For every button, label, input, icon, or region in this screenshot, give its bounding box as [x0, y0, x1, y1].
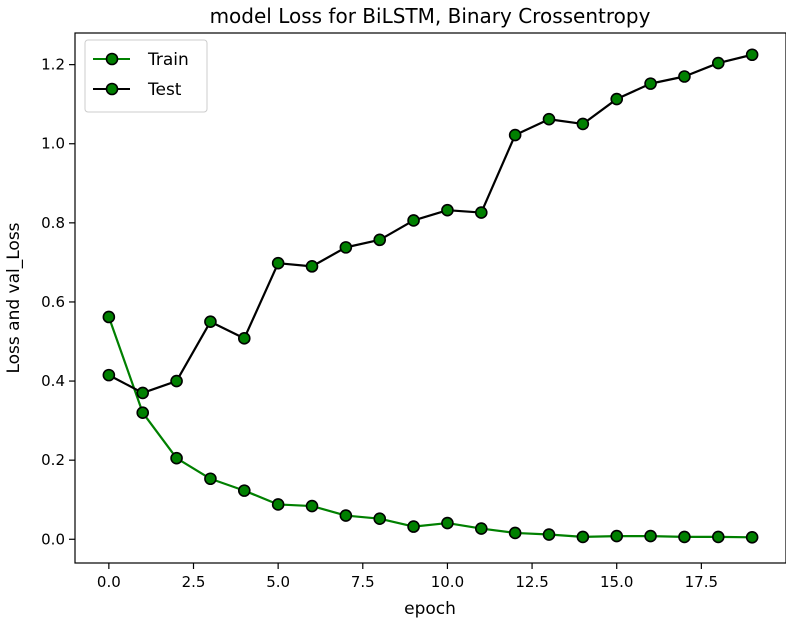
data-point-test [745, 48, 759, 62]
data-point-test [576, 117, 590, 131]
data-point-train [441, 516, 454, 530]
data-point-train [745, 530, 759, 544]
x-tick-label: 17.5 [685, 573, 718, 591]
legend-test-label: Test [147, 80, 182, 100]
data-point-train [204, 472, 217, 486]
x-tick-label: 2.5 [182, 573, 206, 591]
data-point-train [678, 530, 691, 544]
data-point-test [508, 128, 522, 142]
data-point-test [136, 386, 150, 400]
legend-test-marker [105, 82, 119, 96]
data-point-train [339, 509, 353, 522]
data-point-test [237, 332, 251, 345]
data-point-train [136, 406, 150, 420]
y-axis-ticks: 0.0 0.2 0.4 0.6 0.8 1.0 1.2 [41, 56, 75, 548]
data-point-train [576, 530, 590, 544]
data-point-train [610, 529, 624, 543]
data-point-test [373, 233, 387, 247]
legend-train-marker [105, 52, 119, 66]
data-point-train [542, 528, 556, 541]
y-tick-label: 1.0 [41, 135, 65, 153]
data-point-train [508, 526, 522, 540]
data-point-test [170, 374, 183, 388]
data-point-test [644, 77, 657, 90]
x-tick-label: 15.0 [600, 573, 633, 591]
plot-area [74, 32, 786, 564]
series-line-train [107, 316, 753, 539]
legend: Train Test [84, 39, 208, 113]
data-point-test [474, 206, 488, 219]
data-point-train [474, 522, 488, 535]
y-tick-label: 0.6 [41, 293, 65, 311]
data-point-train [373, 512, 387, 526]
y-tick-label: 0.8 [41, 214, 65, 232]
data-point-test [610, 92, 624, 106]
y-tick-label: 0.4 [41, 372, 65, 390]
data-point-test [339, 241, 353, 254]
data-point-test [542, 112, 556, 126]
data-point-train [237, 484, 251, 497]
y-tick-label: 0.0 [41, 530, 65, 548]
data-point-test [305, 260, 319, 273]
x-tick-label: 0.0 [97, 573, 121, 591]
x-tick-label: 7.5 [351, 573, 375, 591]
data-point-train [305, 499, 319, 513]
x-tick-label: 5.0 [266, 573, 290, 591]
y-tick-label: 1.2 [41, 56, 65, 74]
data-point-test [271, 256, 285, 270]
x-tick-label: 10.0 [431, 573, 464, 591]
data-point-test [441, 203, 454, 217]
x-axis-ticks: 0.0 2.5 5.0 7.5 10.0 12.5 15.0 17.5 [97, 563, 718, 591]
data-point-train [170, 451, 183, 465]
data-point-train [271, 498, 285, 511]
data-point-train [407, 520, 420, 533]
data-point-test [711, 56, 725, 70]
data-point-test [407, 214, 420, 227]
data-point-train [644, 529, 657, 543]
x-axis-label: epoch [404, 599, 456, 619]
data-point-train [711, 530, 725, 544]
data-point-test [678, 70, 691, 83]
data-point-test [204, 315, 217, 329]
y-axis-label: Loss and val_Loss [4, 222, 24, 373]
data-point-test [102, 368, 116, 382]
series-layer [102, 48, 759, 544]
data-point-train [102, 310, 116, 324]
y-tick-label: 0.2 [41, 451, 65, 469]
legend-train-label: Train [147, 50, 189, 70]
x-tick-label: 12.5 [515, 573, 548, 591]
chart-title: model Loss for BiLSTM, Binary Crossentro… [210, 4, 651, 28]
